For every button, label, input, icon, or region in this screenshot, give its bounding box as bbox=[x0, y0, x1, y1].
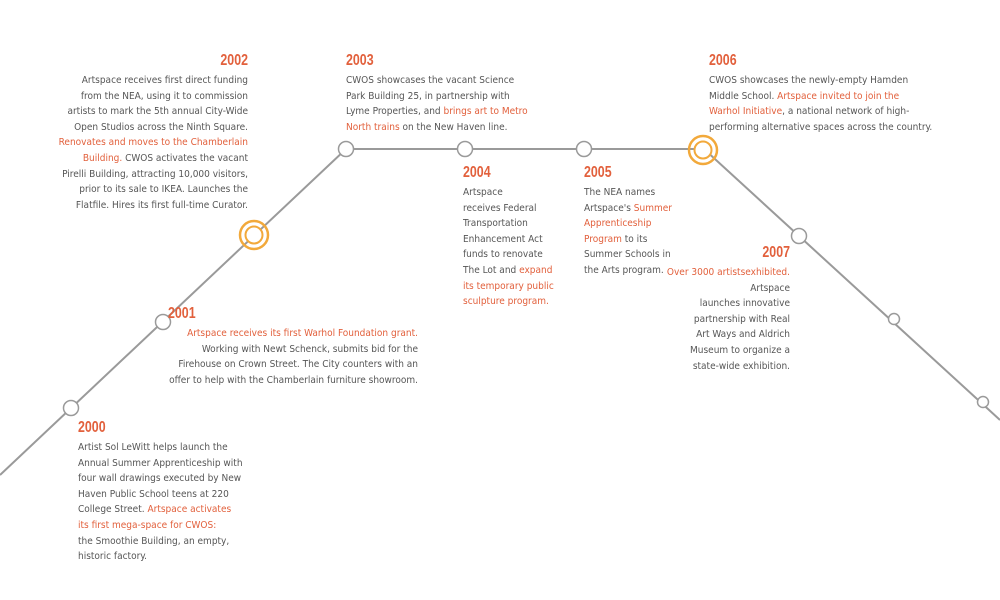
milestone-year: 2002 bbox=[220, 52, 248, 69]
timeline-node-2001 bbox=[154, 313, 172, 331]
body-text: performing alternative spaces across the… bbox=[709, 121, 933, 133]
body-text: Transportation bbox=[463, 218, 528, 230]
body-text: The NEA names bbox=[584, 187, 656, 198]
highlight-text: Building. bbox=[82, 152, 123, 164]
milestone-2001: 2001 Artspace receives its first Warhol … bbox=[168, 305, 418, 388]
body-text: Lyme Properties, and bbox=[346, 106, 444, 118]
highlight-text: expand bbox=[519, 264, 553, 276]
body-text: funds to renovate bbox=[463, 249, 543, 261]
body-text: CWOS activates the vacant bbox=[122, 152, 248, 164]
highlight-text: North trains bbox=[346, 121, 400, 133]
milestone-2004: 2004 Artspace receives Federal Transportat… bbox=[463, 164, 573, 310]
milestone-2000: 2000 Artist Sol LeWitt helps launch the A… bbox=[78, 419, 278, 565]
body-text: the Arts program. bbox=[584, 264, 664, 276]
milestone-2002: 2002 Artspace receives first direct fund… bbox=[50, 52, 248, 213]
body-text: Museum to organize a bbox=[690, 344, 790, 356]
body-text: from the NEA, using it to commission bbox=[80, 90, 248, 102]
highlight-text: Warhol Initiative bbox=[709, 106, 783, 118]
body-text: , a national network of high- bbox=[782, 106, 910, 118]
body-text: receives Federal bbox=[463, 202, 537, 214]
timeline-node-2008 bbox=[887, 312, 901, 326]
body-text: offer to help with the Chamberlain furni… bbox=[169, 374, 418, 386]
body-text: Middle School. bbox=[709, 90, 778, 102]
body-text: Flatfile. Hires its first full-time Cura… bbox=[75, 199, 248, 211]
body-text: on the New Haven line. bbox=[399, 121, 508, 133]
timeline-node-2009 bbox=[976, 395, 990, 409]
timeline-node-2000 bbox=[62, 399, 80, 417]
milestone-year: 2000 bbox=[78, 419, 106, 436]
body-text: Open Studios across the Ninth Square. bbox=[74, 121, 248, 133]
timeline-node-2006 bbox=[693, 140, 713, 160]
highlight-text: its temporary public bbox=[463, 280, 554, 292]
milestone-2006: 2006 CWOS showcases the newly-empty Hamd… bbox=[709, 52, 949, 135]
body-text: Park Building 25, in partnership with bbox=[346, 90, 510, 102]
milestone-text: Artspace receives first direct funding fr… bbox=[50, 73, 248, 213]
body-text: Working with Newt Schenck, submits bid f… bbox=[201, 343, 418, 355]
milestone-year: 2003 bbox=[346, 52, 374, 69]
body-text: Haven Public School teens at 220 bbox=[78, 488, 229, 500]
timeline-node-2002-highlight bbox=[238, 219, 270, 251]
timeline-path bbox=[0, 148, 1000, 476]
body-text: CWOS showcases the vacant Science bbox=[346, 75, 515, 86]
body-text: Enhancement Act bbox=[463, 233, 543, 245]
milestone-year: 2001 bbox=[168, 305, 196, 322]
timeline-node-2005 bbox=[575, 140, 593, 158]
body-text: Artspace bbox=[750, 282, 790, 294]
milestone-text: CWOS showcases the vacant Science Park Bu… bbox=[346, 73, 566, 135]
timeline-node-2007 bbox=[790, 227, 808, 245]
body-text: Art Ways and Aldrich bbox=[696, 329, 790, 341]
highlight-text: Program bbox=[584, 233, 622, 245]
milestone-2005: 2005 The NEA names Artspace's Summer Appre… bbox=[584, 164, 694, 279]
milestone-text: The NEA names Artspace's Summer Apprentice… bbox=[584, 185, 694, 279]
body-text: the Smoothie Building, an empty, bbox=[78, 535, 230, 547]
highlight-text: Apprenticeship bbox=[584, 218, 652, 230]
milestone-text: Over 3000 artistsexhibited. Artspace laun… bbox=[660, 265, 790, 374]
milestone-year: 2007 bbox=[762, 244, 790, 261]
body-text: launches innovative bbox=[699, 298, 790, 310]
highlight-text: its first mega-space for CWOS: bbox=[78, 519, 217, 531]
body-text: College Street. bbox=[78, 504, 148, 516]
body-text: artists to mark the 5th annual City-Wide bbox=[67, 106, 248, 118]
milestone-2007: 2007 Over 3000 artistsexhibited. Artspac… bbox=[660, 244, 790, 374]
body-text: four wall drawings executed by New bbox=[78, 473, 242, 485]
body-text: The Lot and bbox=[463, 264, 520, 276]
milestone-2003: 2003 CWOS showcases the vacant Science Pa… bbox=[346, 52, 566, 135]
milestone-text: Artist Sol LeWitt helps launch the Annual… bbox=[78, 440, 278, 565]
body-text: Artspace bbox=[463, 187, 503, 198]
body-text: Artist Sol LeWitt helps launch the bbox=[78, 442, 228, 453]
highlight-text: Artspace activates bbox=[147, 504, 232, 516]
body-text: CWOS showcases the newly-empty Hamden bbox=[709, 75, 909, 86]
milestone-year: 2004 bbox=[463, 164, 491, 181]
body-text: historic factory. bbox=[78, 551, 148, 563]
highlight-text: Artspace invited to join the bbox=[777, 90, 900, 102]
milestone-year: 2005 bbox=[584, 164, 612, 181]
timeline-node-2003 bbox=[337, 140, 355, 158]
timeline-node-2006-highlight bbox=[687, 134, 719, 166]
body-text: Annual Summer Apprenticeship with bbox=[78, 457, 243, 469]
highlight-text: Renovates and moves to the Chamberlain bbox=[58, 137, 248, 149]
body-text: to its bbox=[621, 233, 648, 245]
body-text: partnership with Real bbox=[693, 313, 790, 325]
body-text: Artspace's bbox=[584, 202, 634, 214]
highlight-text: Over 3000 artists bbox=[666, 267, 746, 278]
timeline-node-2002 bbox=[244, 225, 264, 245]
highlight-text: sculpture program. bbox=[463, 296, 549, 308]
timeline-node-2004 bbox=[456, 140, 474, 158]
highlight-text: Artspace receives its first Warhol Found… bbox=[187, 328, 418, 339]
body-text: prior to its sale to IKEA. Launches the bbox=[79, 184, 248, 196]
body-text: state-wide exhibition. bbox=[692, 360, 790, 372]
body-text: Summer Schools in bbox=[584, 249, 671, 261]
milestone-text: CWOS showcases the newly-empty Hamden Mid… bbox=[709, 73, 949, 135]
body-text: Firehouse on Crown Street. The City coun… bbox=[178, 359, 418, 371]
body-text: Pirelli Building, attracting 10,000 visi… bbox=[62, 168, 248, 180]
milestone-text: Artspace receives Federal Transportation En… bbox=[463, 185, 573, 310]
highlight-text: Summer bbox=[633, 202, 672, 214]
milestone-text: Artspace receives its first Warhol Found… bbox=[168, 326, 418, 388]
body-text: Artspace receives first direct funding bbox=[81, 75, 248, 86]
milestone-year: 2006 bbox=[709, 52, 737, 69]
highlight-text: brings art to Metro bbox=[443, 106, 528, 118]
highlight-text: exhibited. bbox=[745, 267, 790, 278]
